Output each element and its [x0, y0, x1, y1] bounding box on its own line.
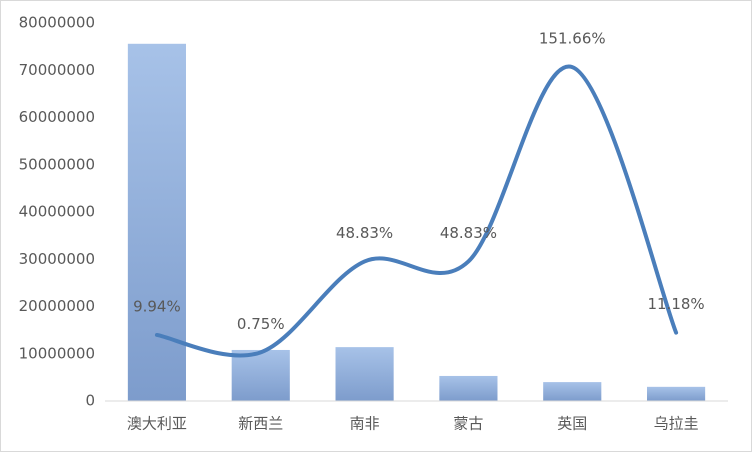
x-tick-label: 南非: [350, 415, 380, 433]
y-tick-label: 20000000: [19, 297, 95, 315]
x-tick-label: 新西兰: [238, 415, 283, 433]
data-label: 48.83%: [336, 224, 393, 242]
data-label: 11.18%: [647, 295, 704, 313]
y-tick-label: 50000000: [19, 155, 95, 173]
bar: [439, 375, 498, 401]
y-tick-label: 0: [85, 392, 95, 410]
data-label: 151.66%: [539, 30, 606, 48]
x-tick-label: 澳大利亚: [127, 415, 187, 433]
y-tick-label: 80000000: [19, 14, 95, 32]
x-tick-label: 英国: [557, 415, 587, 433]
data-label: 9.94%: [133, 297, 181, 315]
bar: [231, 349, 290, 401]
data-label: 48.83%: [440, 224, 497, 242]
bar: [127, 43, 186, 401]
bar: [543, 382, 602, 401]
y-tick-label: 60000000: [19, 108, 95, 126]
y-tick-label: 70000000: [19, 61, 95, 79]
y-tick-label: 40000000: [19, 203, 95, 221]
x-tick-label: 乌拉圭: [654, 415, 699, 433]
data-label: 0.75%: [237, 315, 285, 333]
y-tick-label: 30000000: [19, 250, 95, 268]
bar: [647, 386, 706, 401]
line: [154, 64, 679, 358]
bar: [335, 347, 394, 401]
x-tick-label: 蒙古: [453, 415, 483, 433]
y-tick-label: 10000000: [19, 344, 95, 362]
